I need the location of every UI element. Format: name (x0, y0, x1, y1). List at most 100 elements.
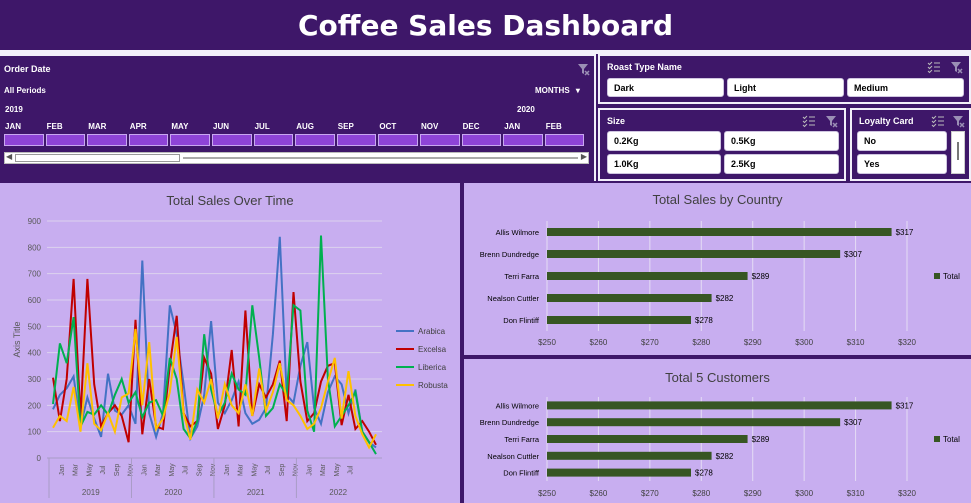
x-tick-label: May (251, 463, 258, 477)
month-cell[interactable] (212, 134, 252, 146)
x-tick-label: Jul (348, 465, 355, 474)
month-cell[interactable] (461, 134, 502, 146)
legend-label: Excelsa (418, 345, 447, 354)
month-label: JUL (254, 122, 270, 131)
month-cell[interactable] (45, 134, 86, 146)
year-label: 2021 (247, 488, 265, 497)
legend-swatch (934, 273, 940, 279)
month-cell[interactable] (128, 134, 169, 146)
category-label: Brenn Dundredge (480, 250, 539, 259)
chart-title: Total 5 Customers (665, 370, 770, 385)
clear-filter-icon[interactable] (824, 114, 838, 133)
multi-select-icon[interactable] (927, 60, 941, 79)
y-tick-label: 900 (28, 217, 42, 226)
scroll-thumb[interactable] (957, 142, 959, 160)
month-cell[interactable] (336, 134, 377, 146)
line-chart: 0 100 200 300 400 500 600 700 800 900 Axis Title Ja… (12, 217, 448, 498)
month-cell[interactable] (4, 134, 44, 146)
scroll-right-icon[interactable]: ▶ (580, 152, 587, 161)
loyalty-option-no[interactable]: No (857, 131, 947, 151)
month-label: MAR (88, 122, 107, 131)
month-label: JUN (213, 122, 230, 131)
data-label: $317 (896, 401, 914, 410)
year-label: 2019 (82, 488, 100, 497)
size-option-1-0kg[interactable]: 1.0Kg (607, 154, 721, 174)
roast-option-light[interactable]: Light (727, 78, 844, 97)
scroll-thumb[interactable] (15, 154, 180, 162)
sales-over-time-panel: Total Sales Over Time 0 100 200 300 400 500 60… (0, 183, 460, 503)
data-label: $282 (716, 452, 734, 461)
x-tick-label: $290 (744, 338, 762, 347)
bar (547, 250, 841, 258)
x-tick-label: Sep (114, 464, 121, 477)
clear-filter-icon[interactable] (951, 114, 965, 133)
legend-label: Total (943, 272, 960, 281)
month-cell[interactable] (503, 134, 543, 146)
x-tick-label: $280 (692, 489, 710, 498)
category-label: Don Flintiff (503, 316, 540, 325)
month-label: JAN (5, 122, 22, 131)
roast-option-dark[interactable]: Dark (607, 78, 724, 97)
y-tick-label: 100 (28, 428, 42, 437)
month-cell[interactable] (378, 134, 418, 146)
month-cell[interactable] (295, 134, 335, 146)
size-option-0-2kg[interactable]: 0.2Kg (607, 131, 721, 151)
slicer-scrollbar[interactable] (951, 131, 965, 174)
x-tick-label: Jul (100, 465, 107, 474)
month-cell[interactable] (170, 134, 210, 146)
month-cell[interactable] (420, 134, 460, 146)
roast-type-title: Roast Type Name (607, 62, 682, 72)
time-level-value: MONTHS (535, 86, 570, 95)
category-label: Nealson Cuttler (487, 294, 539, 303)
order-date-timeline[interactable]: Order Date All Periods MONTHS ▾ 2019 202… (0, 54, 596, 181)
category-label: Terri Farra (504, 435, 539, 444)
series-line-liberica (52, 235, 377, 455)
legend-swatch (934, 436, 940, 442)
size-slicer: Size 0.2Kg 0.5Kg 1.0Kg 2.5Kg (598, 108, 846, 181)
scroll-left-icon[interactable]: ◀ (6, 152, 13, 161)
size-option-2-5kg[interactable]: 2.5Kg (724, 154, 839, 174)
chart-title: Total Sales by Country (652, 192, 783, 207)
series-line-robusta (52, 328, 377, 450)
y-tick-label: 400 (28, 349, 42, 358)
x-tick-label: $260 (590, 338, 608, 347)
bar (547, 418, 841, 427)
x-tick-label: $310 (847, 489, 865, 498)
month-cell[interactable] (253, 134, 294, 146)
time-level-dropdown[interactable]: MONTHS ▾ (535, 86, 580, 95)
month-label: FEB (545, 122, 562, 131)
clear-filter-icon[interactable] (949, 60, 963, 79)
data-label: $289 (752, 435, 770, 444)
category-label: Allis Wilmore (496, 228, 539, 237)
month-label: DEC (462, 122, 480, 131)
x-tick-label: $280 (692, 338, 710, 347)
legend-label: Arabica (418, 327, 446, 336)
y-axis-title: Axis Title (12, 321, 22, 357)
multi-select-icon[interactable] (802, 114, 816, 133)
multi-select-icon[interactable] (931, 114, 945, 133)
loyalty-option-yes[interactable]: Yes (857, 154, 947, 174)
x-tick-label: Jul (265, 465, 272, 474)
x-tick-label: May (334, 463, 341, 477)
category-label: Allis Wilmore (496, 401, 539, 410)
bar (547, 435, 748, 443)
roast-option-medium[interactable]: Medium (847, 78, 964, 97)
x-tick-label: Sep (196, 464, 203, 477)
x-tick-label: $290 (744, 489, 762, 498)
x-tick-label: Mar (155, 463, 162, 476)
size-option-0-5kg[interactable]: 0.5Kg (724, 131, 839, 151)
bar (547, 294, 712, 302)
data-label: $278 (695, 316, 713, 325)
data-label: $282 (716, 294, 734, 303)
x-tick-label: Jan (224, 464, 231, 475)
x-tick-label: May (169, 463, 176, 477)
bar (547, 316, 691, 324)
x-tick-label: $310 (847, 338, 865, 347)
x-tick-label: Mar (73, 463, 80, 476)
month-cell[interactable] (87, 134, 127, 146)
bar (547, 401, 892, 410)
y-tick-label: 200 (28, 401, 42, 410)
clear-filter-icon[interactable] (576, 62, 590, 81)
month-cell[interactable] (544, 134, 585, 146)
timeline-scrollbar[interactable]: ◀ ▶ (4, 152, 589, 164)
